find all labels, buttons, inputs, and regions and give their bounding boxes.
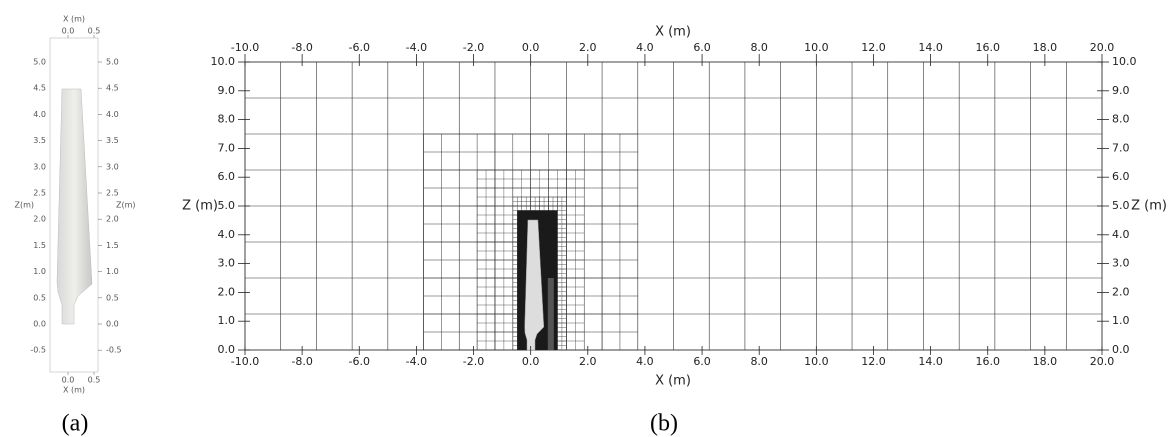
z-tick-label-right: 0.0 — [1112, 343, 1130, 356]
z-tick-label-right: 3.0 — [1112, 257, 1130, 270]
x-tick-label-bottom: 14.0 — [918, 355, 943, 368]
z-tick-label-left: 6.0 — [218, 170, 236, 183]
blade-shape — [57, 89, 92, 324]
x-tick-label-top: 0.0 — [62, 27, 75, 36]
z-tick-label-left: 8.0 — [218, 113, 236, 126]
x-tick-label-bottom: 18.0 — [1033, 355, 1058, 368]
x-tick-label-bottom: 16.0 — [975, 355, 1000, 368]
mesh — [245, 62, 1102, 350]
x-tick-label-top: -2.0 — [463, 41, 484, 54]
x-axis-label-top: X (m) — [63, 15, 85, 24]
x-tick-label-bottom: 20.0 — [1090, 355, 1115, 368]
z-tick-label-right: 1.0 — [1112, 314, 1130, 327]
z-tick-label-right: 0.0 — [106, 320, 119, 329]
z-tick-label-right: 4.5 — [106, 84, 119, 93]
x-tick-label-top: -8.0 — [291, 41, 312, 54]
z-tick-label-right: 3.0 — [106, 162, 119, 171]
x-tick-label-top: 10.0 — [804, 41, 829, 54]
x-tick-label-top: 8.0 — [750, 41, 768, 54]
z-axis-label-right: Z (m) — [1131, 199, 1167, 214]
x-tick-label-bottom: -10.0 — [231, 355, 259, 368]
z-tick-label-left: 10.0 — [211, 55, 236, 68]
z-tick-label-right: 1.0 — [106, 267, 119, 276]
z-axis-label-right: Z(m) — [116, 201, 136, 210]
caption-b: (b) — [650, 411, 678, 437]
z-tick-label-right: 2.0 — [1112, 285, 1130, 298]
z-tick-label-right: 5.0 — [1112, 199, 1130, 212]
z-axis-label-left: Z(m) — [14, 201, 34, 210]
x-tick-label-top: 6.0 — [693, 41, 711, 54]
z-tick-label-right: 4.0 — [1112, 228, 1130, 241]
z-axis-label-left: Z (m) — [182, 199, 218, 214]
z-tick-label-left: 5.0 — [218, 199, 236, 212]
caption-a: (a) — [62, 411, 89, 437]
z-tick-label-left: 3.5 — [33, 136, 46, 145]
z-tick-label-left: 3.0 — [218, 257, 236, 270]
z-tick-label-right: 8.0 — [1112, 113, 1130, 126]
z-tick-label-left: 4.0 — [218, 228, 236, 241]
z-tick-label-left: 1.5 — [33, 241, 46, 250]
refined-zone — [548, 278, 554, 350]
z-tick-label-left: 1.0 — [33, 267, 46, 276]
z-tick-label-right: -0.5 — [106, 346, 122, 355]
x-tick-label-bottom: 4.0 — [636, 355, 654, 368]
z-tick-label-right: 5.0 — [106, 58, 119, 67]
x-tick-label-top: 0.0 — [522, 41, 540, 54]
x-axis-label-bottom: X (m) — [63, 386, 85, 395]
x-tick-label-bottom: 2.0 — [579, 355, 597, 368]
x-tick-label-top: 12.0 — [861, 41, 886, 54]
z-tick-label-left: 2.0 — [33, 215, 46, 224]
z-tick-label-left: 4.0 — [33, 110, 46, 119]
z-tick-label-right: 4.0 — [106, 110, 119, 119]
z-tick-label-right: 7.0 — [1112, 141, 1130, 154]
x-axis-label-top: X (m) — [655, 25, 691, 40]
x-tick-label-top: 20.0 — [1090, 41, 1115, 54]
x-tick-label-bottom: 10.0 — [804, 355, 829, 368]
figure: X (m) X (m) Z(m) Z(m) (a) 0.0 0.0 0.5 0.5 -0… — [0, 0, 1168, 437]
x-tick-label-top: 14.0 — [918, 41, 943, 54]
x-tick-label-bottom: 6.0 — [693, 355, 711, 368]
x-tick-label-top: 0.5 — [88, 27, 101, 36]
z-tick-label-left: 0.0 — [218, 343, 236, 356]
x-tick-label-bottom: 0.0 — [62, 376, 75, 385]
z-tick-label-left: 5.0 — [33, 58, 46, 67]
x-tick-label-bottom: -8.0 — [291, 355, 312, 368]
z-tick-label-right: 1.5 — [106, 241, 119, 250]
x-tick-label-top: -4.0 — [406, 41, 427, 54]
x-tick-label-top: 18.0 — [1033, 41, 1058, 54]
z-tick-label-left: 0.5 — [33, 293, 46, 302]
z-tick-label-right: 2.5 — [106, 189, 119, 198]
z-tick-label-right: 6.0 — [1112, 170, 1130, 183]
z-tick-label-left: 0.0 — [33, 320, 46, 329]
z-tick-label-left: 2.5 — [33, 189, 46, 198]
z-tick-label-right: 2.0 — [106, 215, 119, 224]
z-tick-label-left: 4.5 — [33, 84, 46, 93]
x-tick-label-top: 2.0 — [579, 41, 597, 54]
z-tick-label-left: 3.0 — [33, 162, 46, 171]
x-tick-label-bottom: 8.0 — [750, 355, 768, 368]
x-tick-label-bottom: -2.0 — [463, 355, 484, 368]
panel-b: X (m) X (m) Z (m) Z (m) (b) -10.0 -10.0 -8… — [182, 25, 1167, 437]
x-tick-label-bottom: 12.0 — [861, 355, 886, 368]
x-tick-label-top: -6.0 — [349, 41, 370, 54]
z-tick-label-left: 9.0 — [218, 84, 236, 97]
x-tick-label-top: -10.0 — [231, 41, 259, 54]
z-tick-label-left: 2.0 — [218, 285, 236, 298]
x-tick-label-bottom: -4.0 — [406, 355, 427, 368]
z-tick-label-right: 3.5 — [106, 136, 119, 145]
z-tick-label-right: 9.0 — [1112, 84, 1130, 97]
x-tick-label-top: 4.0 — [636, 41, 654, 54]
z-tick-label-right: 10.0 — [1112, 55, 1137, 68]
x-tick-label-bottom: 0.5 — [88, 376, 101, 385]
z-tick-label-left: 1.0 — [218, 314, 236, 327]
x-axis-label-bottom: X (m) — [655, 374, 691, 389]
panel-a: X (m) X (m) Z(m) Z(m) (a) 0.0 0.0 0.5 0.5 -0… — [14, 15, 135, 437]
z-tick-label-left: 7.0 — [218, 141, 236, 154]
x-tick-label-bottom: 0.0 — [522, 355, 540, 368]
z-tick-label-right: 0.5 — [106, 293, 119, 302]
z-tick-label-left: -0.5 — [30, 346, 46, 355]
x-tick-label-top: 16.0 — [975, 41, 1000, 54]
x-tick-label-bottom: -6.0 — [349, 355, 370, 368]
